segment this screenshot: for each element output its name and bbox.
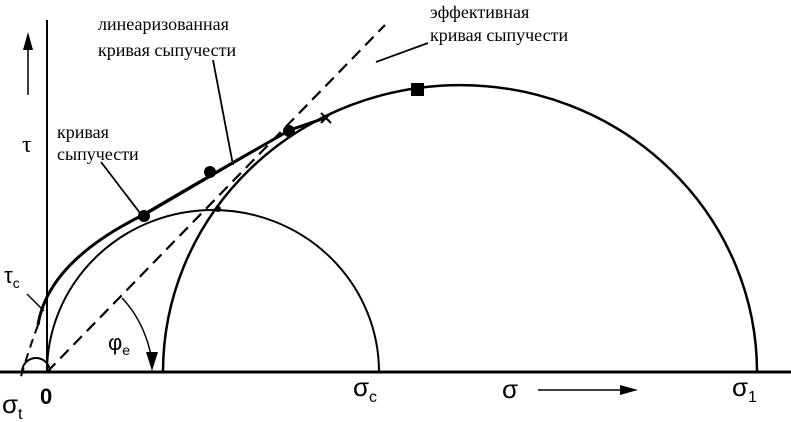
effective-yield-locus bbox=[46, 24, 386, 373]
leader-effective bbox=[375, 42, 429, 63]
end-point-square-marker bbox=[411, 83, 424, 96]
label-sigma-c: σc bbox=[353, 372, 377, 406]
label-effective-line2: кривая сыпучести bbox=[430, 25, 568, 45]
label-tau-axis: τ bbox=[22, 132, 32, 158]
label-sigma-1: σ1 bbox=[732, 372, 757, 406]
label-sigma-t: σt bbox=[2, 389, 23, 422]
label-linearized-line2: кривая сыпучести bbox=[98, 40, 236, 60]
mohr-circle-unconfined bbox=[46, 209, 380, 373]
tangent-point-marker bbox=[215, 206, 221, 212]
label-sigma-axis: σ bbox=[502, 374, 518, 404]
leader-linearized bbox=[212, 59, 234, 166]
yield-point-marker-3 bbox=[283, 125, 295, 137]
mohr-circle-tensile bbox=[21, 357, 51, 373]
label-linearized-line1: линеаризованная bbox=[98, 14, 229, 34]
yield-point-marker-1 bbox=[138, 210, 150, 222]
tau-arrow-head bbox=[23, 32, 33, 50]
linearized-yield-locus bbox=[142, 129, 291, 217]
phi-e-angle-arrow bbox=[146, 352, 158, 371]
label-zero: 0 bbox=[40, 384, 52, 409]
sigma-arrow-head bbox=[620, 385, 638, 395]
label-yield-line1: кривая bbox=[57, 122, 109, 142]
x-point-marker bbox=[320, 112, 332, 124]
yield-locus-dashed-extension bbox=[19, 324, 39, 381]
label-phi-e: φe bbox=[108, 330, 130, 358]
leader-yield bbox=[100, 161, 141, 214]
label-effective-line1: эффективная bbox=[430, 2, 529, 22]
mohr-circle-large bbox=[161, 83, 759, 373]
label-yield-line2: сыпучести bbox=[57, 144, 139, 164]
leader-tau-c bbox=[26, 293, 45, 312]
yield-point-marker-2 bbox=[204, 166, 216, 178]
label-tau-c: τc bbox=[4, 263, 20, 291]
